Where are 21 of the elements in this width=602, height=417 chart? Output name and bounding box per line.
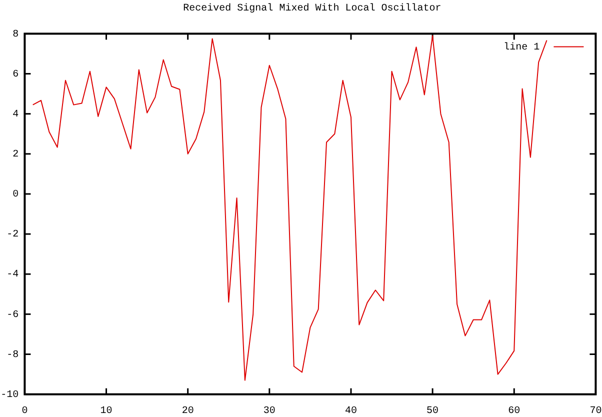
y-tick-label: -2 bbox=[6, 230, 19, 241]
y-tick-label: -10 bbox=[0, 390, 19, 401]
x-tick-label: 60 bbox=[508, 406, 520, 417]
y-tick-label: -8 bbox=[6, 350, 19, 361]
x-tick-label: 10 bbox=[100, 406, 112, 417]
x-tick-label: 40 bbox=[344, 406, 357, 417]
x-tick-label: 20 bbox=[182, 406, 194, 417]
x-tick-label: 50 bbox=[426, 406, 439, 417]
chart-title: Received Signal Mixed With Local Oscillator bbox=[183, 2, 442, 15]
y-tick-label: 8 bbox=[12, 29, 19, 40]
legend-label: line 1 bbox=[504, 41, 540, 54]
line-series bbox=[32, 35, 548, 381]
y-tick-label: -6 bbox=[6, 310, 19, 321]
y-tick-label: 0 bbox=[12, 190, 19, 201]
y-tick-label: -4 bbox=[6, 270, 19, 281]
y-tick-label: 2 bbox=[12, 150, 19, 161]
y-tick-label: 4 bbox=[12, 109, 19, 120]
y-tick-label: 6 bbox=[12, 69, 19, 80]
x-tick-label: 70 bbox=[590, 406, 602, 417]
x-tick-label: 0 bbox=[22, 406, 28, 417]
x-tick-label: 30 bbox=[263, 406, 276, 417]
